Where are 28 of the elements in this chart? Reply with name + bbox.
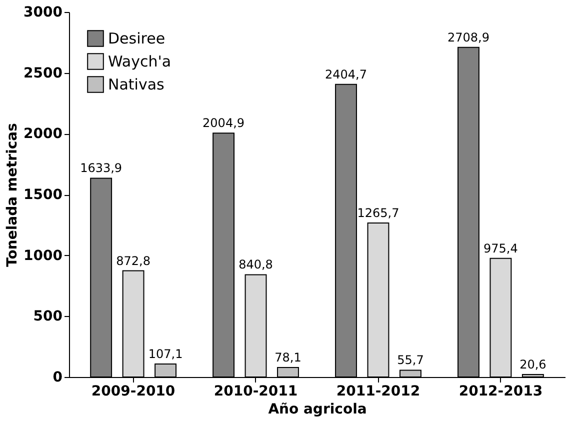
data-label: 1265,7 [357, 206, 400, 220]
y-tick-label: 2500 [24, 65, 63, 82]
legend-label: Desiree [108, 30, 166, 48]
data-label: 78,1 [274, 350, 302, 364]
data-label: 2708,9 [447, 30, 490, 44]
data-label: 2004,9 [202, 116, 245, 130]
data-label: 2404,7 [325, 67, 368, 82]
data-label: 107,1 [148, 346, 183, 361]
x-tick-label: 2012-2013 [458, 384, 543, 400]
x-tick-label: 2009-2010 [91, 384, 176, 400]
y-tick-label: 2000 [24, 126, 63, 142]
y-tick-label: 0 [52, 370, 63, 386]
x-axis-title: Año agricola [268, 402, 367, 418]
legend-label: Waych'a [108, 52, 172, 70]
data-label: 872,8 [116, 254, 150, 268]
x-tick-label: 2011-2012 [336, 384, 420, 400]
x-tick-label: 2010-2011 [214, 384, 298, 400]
y-tick-label: 1000 [24, 248, 63, 264]
legend-label: Nativas [108, 76, 165, 94]
y-axis-title: Tonelada metricas [4, 123, 21, 267]
data-label: 55,7 [397, 353, 424, 368]
data-label: 20,6 [520, 357, 546, 372]
data-label: 840,8 [238, 258, 273, 272]
data-label: 975,4 [484, 241, 518, 256]
y-tick-label: 3000 [24, 4, 63, 20]
data-label: 1633,9 [80, 161, 122, 176]
y-tick-label: 1500 [24, 187, 63, 203]
y-tick-label: 500 [33, 308, 63, 325]
